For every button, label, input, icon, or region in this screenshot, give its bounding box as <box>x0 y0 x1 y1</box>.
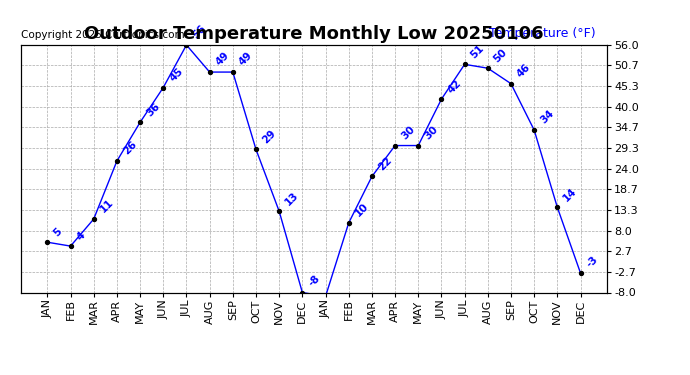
Text: 36: 36 <box>144 101 161 118</box>
Point <box>111 158 122 164</box>
Text: 49: 49 <box>214 51 231 68</box>
Text: 34: 34 <box>538 108 555 126</box>
Point <box>274 208 285 214</box>
Point <box>529 127 540 133</box>
Point <box>413 142 424 148</box>
Point <box>459 62 470 68</box>
Text: 13: 13 <box>284 190 301 207</box>
Point <box>320 293 331 299</box>
Text: 30: 30 <box>400 124 417 141</box>
Point <box>390 142 401 148</box>
Text: Temperature (°F): Temperature (°F) <box>489 27 595 40</box>
Text: 30: 30 <box>422 124 440 141</box>
Point <box>88 216 99 222</box>
Text: -8: -8 <box>306 273 322 288</box>
Text: 11: 11 <box>98 198 115 215</box>
Text: 46: 46 <box>515 62 533 80</box>
Text: 49: 49 <box>237 51 255 68</box>
Text: 10: 10 <box>353 201 371 219</box>
Point <box>343 220 354 226</box>
Point <box>506 81 517 87</box>
Point <box>366 174 377 180</box>
Text: 45: 45 <box>168 66 185 83</box>
Text: 42: 42 <box>446 78 463 95</box>
Text: 50: 50 <box>492 47 509 64</box>
Text: 14: 14 <box>562 186 579 203</box>
Point <box>42 239 53 245</box>
Text: 4: 4 <box>75 230 87 242</box>
Text: -9: -9 <box>0 374 1 375</box>
Point <box>482 65 493 71</box>
Point <box>436 96 447 102</box>
Text: 51: 51 <box>469 43 486 60</box>
Point <box>135 119 146 125</box>
Point <box>297 290 308 296</box>
Point <box>227 69 238 75</box>
Title: Outdoor Temperature Monthly Low 20250106: Outdoor Temperature Monthly Low 20250106 <box>84 26 544 44</box>
Point <box>575 270 586 276</box>
Point <box>552 204 563 210</box>
Point <box>181 42 192 48</box>
Point <box>250 146 262 152</box>
Text: 5: 5 <box>52 226 63 238</box>
Text: 29: 29 <box>260 128 277 145</box>
Text: -3: -3 <box>584 254 600 269</box>
Point <box>158 84 169 90</box>
Point <box>204 69 215 75</box>
Text: Copyright 2025 Curtronics.com: Copyright 2025 Curtronics.com <box>21 30 184 40</box>
Text: 56: 56 <box>190 24 208 41</box>
Text: 22: 22 <box>376 155 393 172</box>
Text: 26: 26 <box>121 140 139 157</box>
Point <box>65 243 76 249</box>
